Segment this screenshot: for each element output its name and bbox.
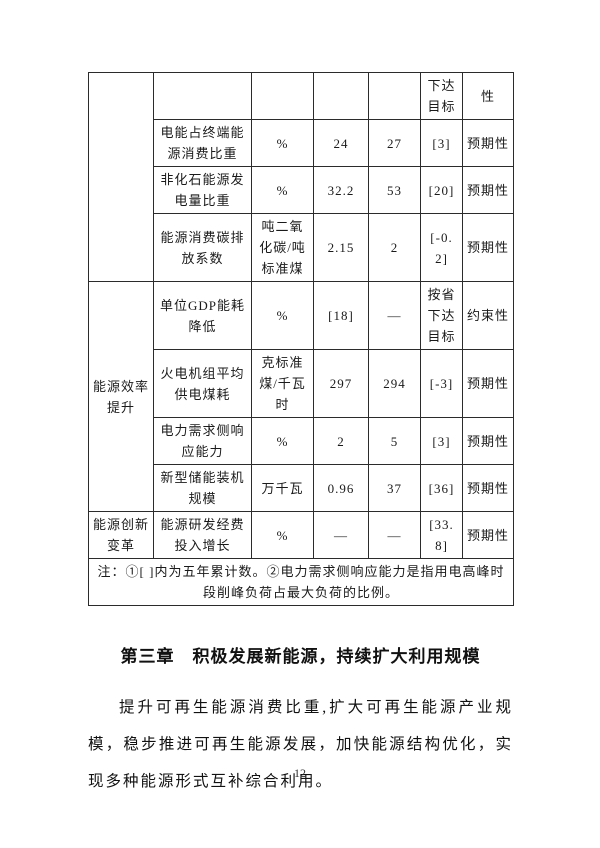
- table-row: 非化石能源发电量比重 % 32.2 53 [20] 预期性: [89, 166, 514, 214]
- base-value-cell: 0.96: [313, 464, 369, 512]
- attr-cell: 预期性: [462, 464, 514, 512]
- chapter-heading: 第三章 积极发展新能源，持续扩大利用规模: [120, 647, 481, 666]
- target-value-cell: 53: [368, 166, 421, 214]
- change-value-cell: [-3]: [420, 349, 463, 418]
- change-value-cell: [-0.2]: [420, 213, 463, 282]
- attr-cell: 预期性: [462, 166, 514, 214]
- target-value-cell: 294: [368, 349, 421, 418]
- indicator-cell: 电能占终端能源消费比重: [153, 119, 252, 167]
- target-value-cell: —: [368, 511, 421, 559]
- page-content: 下达目标 性 电能占终端能源消费比重 % 24 27 [3] 预期性 非化石能源…: [88, 72, 514, 800]
- target-value-cell: —: [368, 281, 421, 350]
- base-value-cell: [18]: [313, 281, 369, 350]
- target-value-cell: 2: [368, 213, 421, 282]
- table-row: 电能占终端能源消费比重 % 24 27 [3] 预期性: [89, 119, 514, 167]
- indicator-cell: 能源研发经费投入增长: [153, 511, 252, 559]
- indicator-cell: 能源消费碳排放系数: [153, 213, 252, 282]
- indicator-cell: 非化石能源发电量比重: [153, 166, 252, 214]
- change-value-cell: [3]: [420, 417, 463, 465]
- header-unit-cell: [251, 72, 314, 120]
- targets-table: 下达目标 性 电能占终端能源消费比重 % 24 27 [3] 预期性 非化石能源…: [88, 72, 514, 606]
- unit-cell: 万千瓦: [251, 464, 314, 512]
- base-value-cell: 24: [313, 119, 369, 167]
- attr-cell: 预期性: [462, 511, 514, 559]
- table-row: 能源效率提升 单位GDP能耗降低 % [18] — 按省下达目标 约束性: [88, 281, 514, 512]
- change-value-cell: [36]: [420, 464, 463, 512]
- table-row: 电力需求侧响应能力 % 2 5 [3] 预期性: [89, 417, 514, 465]
- table-row: 新型储能装机规模 万千瓦 0.96 37 [36] 预期性: [89, 464, 514, 512]
- table-row: 能源创新变革 能源研发经费投入增长 % — — [33.8] 预期性: [88, 511, 514, 559]
- unit-cell: 吨二氧化碳/吨标准煤: [251, 213, 314, 282]
- unit-cell: %: [251, 166, 314, 214]
- group-cell-efficiency: 能源效率提升: [88, 281, 154, 512]
- unit-cell: %: [251, 119, 314, 167]
- base-value-cell: 32.2: [313, 166, 369, 214]
- header-target-cell: [368, 72, 421, 120]
- indicator-cell: 电力需求侧响应能力: [153, 417, 252, 465]
- attr-cell: 约束性: [462, 281, 514, 350]
- unit-cell: 克标准煤/千瓦时: [251, 349, 314, 418]
- header-change-cell: 下达目标: [420, 72, 463, 120]
- change-value-cell: 按省下达目标: [420, 281, 463, 350]
- target-value-cell: 27: [368, 119, 421, 167]
- table-note-row: 注：①[ ]内为五年累计数。②电力需求侧响应能力是指用电高峰时段削峰负荷占最大负…: [88, 558, 514, 606]
- unit-cell: %: [251, 417, 314, 465]
- indicator-cell: 火电机组平均供电煤耗: [153, 349, 252, 418]
- body-paragraph: 提升可再生能源消费比重,扩大可再生能源产业规模，稳步推进可再生能源发展，加快能源…: [88, 699, 513, 790]
- attr-cell: 预期性: [462, 417, 514, 465]
- group-cell-continued: [88, 72, 154, 282]
- attr-cell: 预期性: [462, 119, 514, 167]
- header-base-cell: [313, 72, 369, 120]
- table-header-continuation-row: 下达目标 性: [88, 72, 514, 282]
- target-value-cell: 37: [368, 464, 421, 512]
- table-row: 能源消费碳排放系数 吨二氧化碳/吨标准煤 2.15 2 [-0.2] 预期性: [89, 213, 514, 282]
- header-indicator-cell: [153, 72, 252, 120]
- header-attr-cell: 性: [462, 72, 514, 120]
- base-value-cell: —: [313, 511, 369, 559]
- group-cell-innovation: 能源创新变革: [88, 511, 154, 559]
- change-value-cell: [20]: [420, 166, 463, 214]
- base-value-cell: 2: [313, 417, 369, 465]
- page-number: 12: [294, 766, 306, 780]
- indicator-cell: 新型储能装机规模: [153, 464, 252, 512]
- attr-cell: 预期性: [462, 349, 514, 418]
- attr-cell: 预期性: [462, 213, 514, 282]
- unit-cell: %: [251, 281, 314, 350]
- unit-cell: %: [251, 511, 314, 559]
- indicator-cell: 单位GDP能耗降低: [153, 281, 252, 350]
- table-note: 注：①[ ]内为五年累计数。②电力需求侧响应能力是指用电高峰时段削峰负荷占最大负…: [88, 558, 514, 606]
- base-value-cell: 297: [313, 349, 369, 418]
- base-value-cell: 2.15: [313, 213, 369, 282]
- change-value-cell: [3]: [420, 119, 463, 167]
- target-value-cell: 5: [368, 417, 421, 465]
- change-value-cell: [33.8]: [420, 511, 463, 559]
